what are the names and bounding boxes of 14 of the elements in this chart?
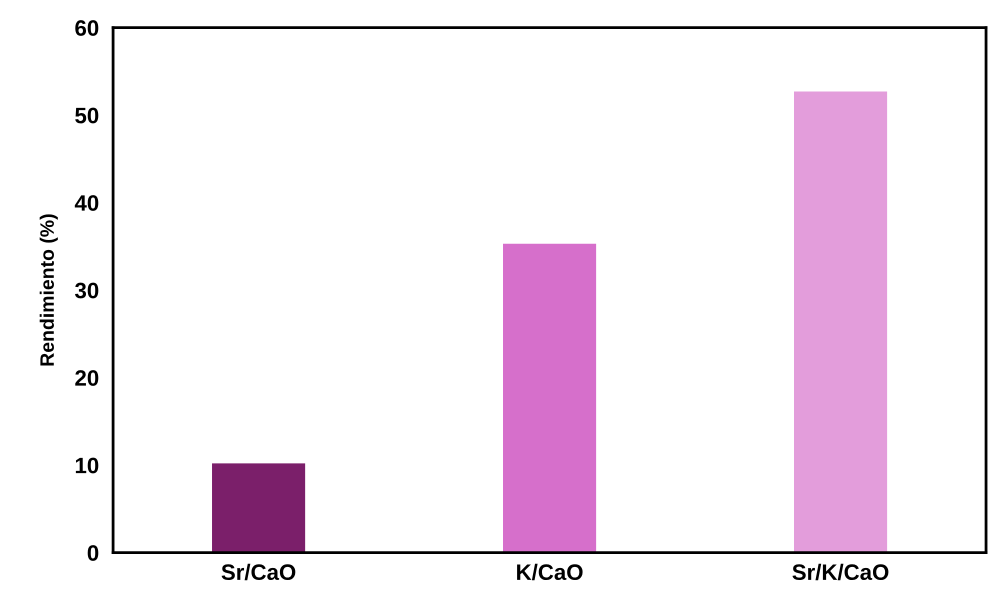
bar <box>212 463 306 553</box>
y-tick-label: 0 <box>88 545 98 561</box>
y-tick-label: 20 <box>75 370 98 386</box>
x-tick-label: K/CaO <box>517 564 583 580</box>
x-tick-label: Sr/K/CaO <box>792 564 888 580</box>
y-axis-title: Rendimiento (%) <box>40 214 58 366</box>
bar <box>503 244 596 553</box>
y-tick-label: 30 <box>74 282 98 298</box>
bar <box>794 92 888 553</box>
x-tick-label: Sr/CaO <box>222 564 296 580</box>
y-tick-label: 60 <box>75 20 98 36</box>
y-tick-label: 10 <box>76 458 98 474</box>
y-tick-label: 50 <box>75 108 98 124</box>
y-tick-label: 40 <box>74 195 98 211</box>
